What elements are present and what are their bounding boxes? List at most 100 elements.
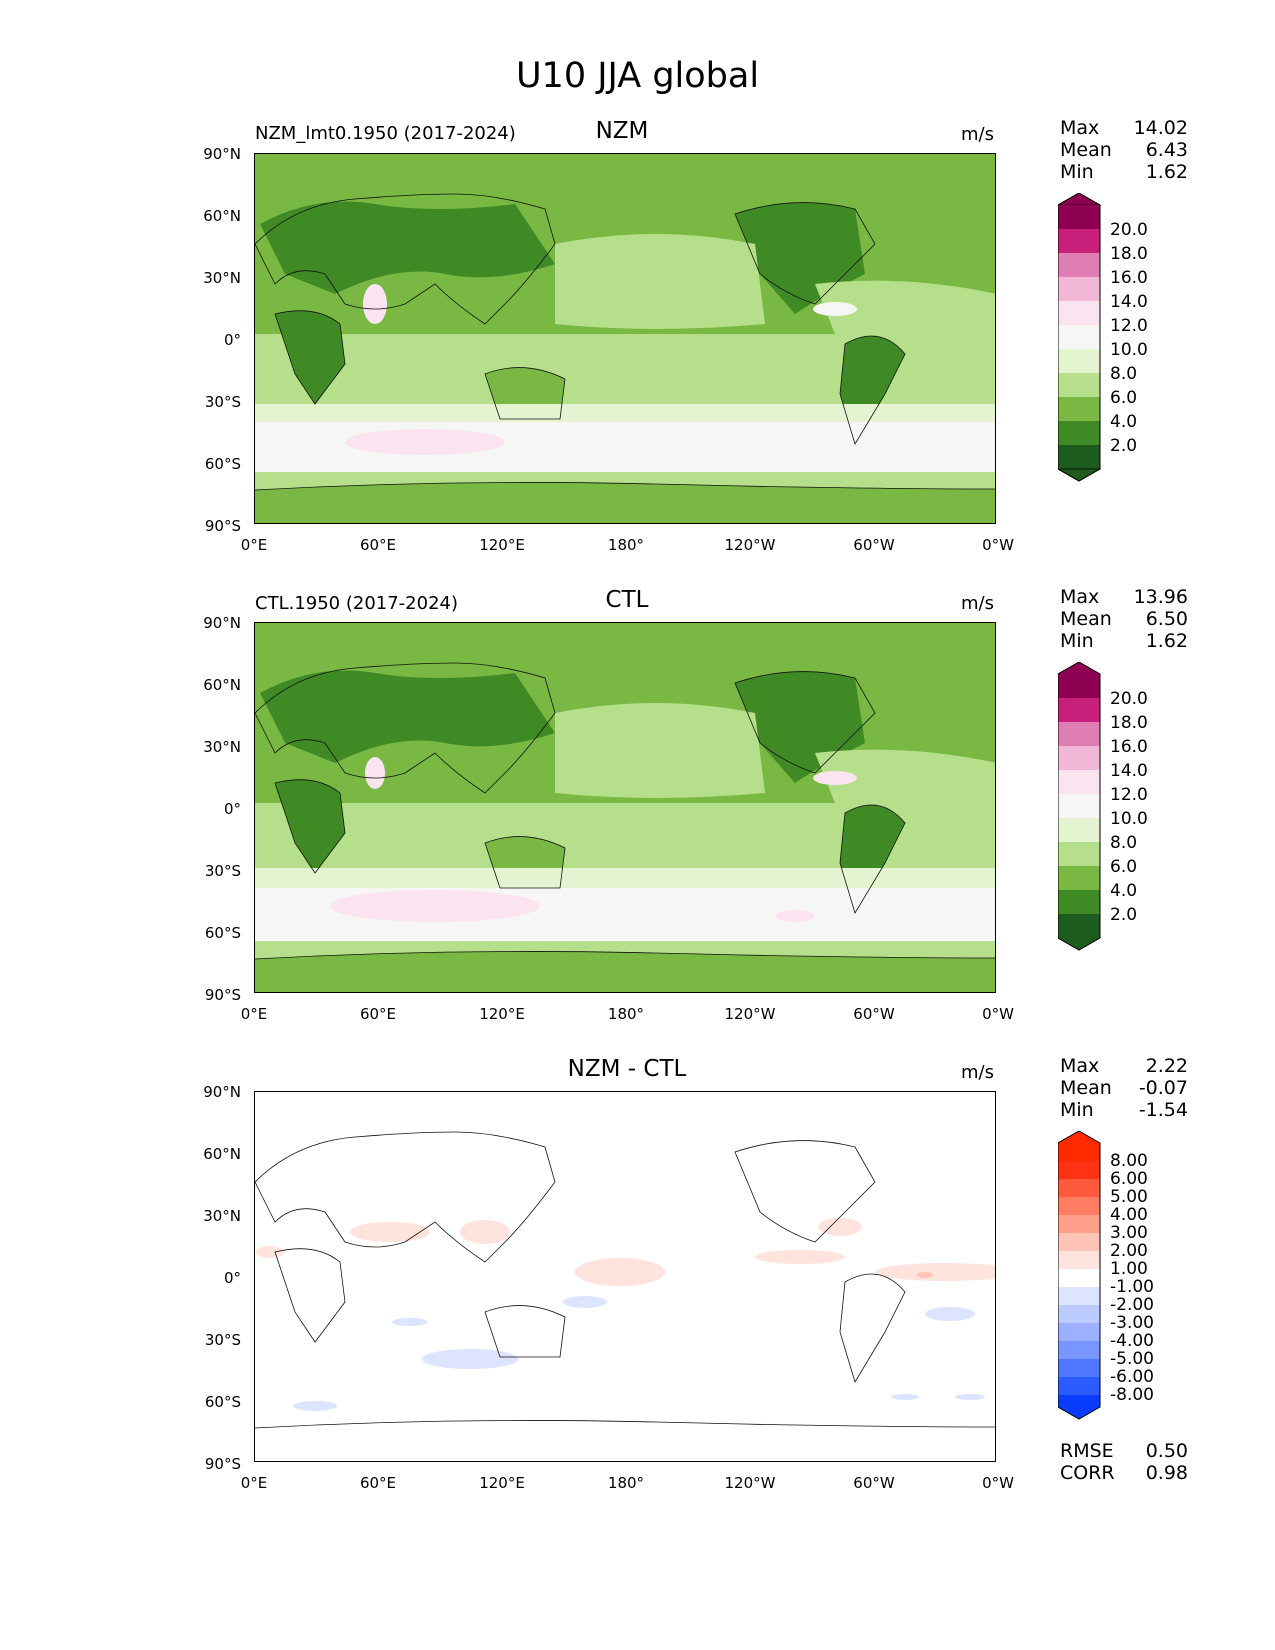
panel-1-units: m/s <box>961 124 994 145</box>
colorbar-label: 20.0 <box>1110 689 1148 709</box>
panel-1-ytick: 90°S <box>204 517 241 535</box>
colorbar-label: 16.0 <box>1110 268 1148 288</box>
stat-label: Max <box>1060 586 1100 608</box>
panel-2-xtick: 120°W <box>724 1005 776 1023</box>
colorbar-label: 18.0 <box>1110 713 1148 733</box>
eurasia-field <box>260 670 555 763</box>
coastlines <box>255 193 995 491</box>
figure-title: U10 JJA global <box>515 56 760 96</box>
stat-label: RMSE <box>1060 1440 1114 1462</box>
caribbean-patch <box>813 302 857 316</box>
so-pink-patch-2 <box>775 910 815 922</box>
colorbar-label: 10.0 <box>1110 340 1148 360</box>
panel-1-map <box>254 153 996 524</box>
stat-label: CORR <box>1060 1462 1115 1484</box>
panel-2-ytick: 30°N <box>203 738 241 756</box>
panel-1-xtick: 180° <box>607 536 645 554</box>
n-pacific-field <box>555 703 765 798</box>
panel-2-xtick: 60°E <box>359 1005 397 1023</box>
so-band-1 <box>255 404 995 424</box>
panel-2-map-svg <box>255 623 995 992</box>
colorbar-label: 2.0 <box>1110 436 1138 456</box>
panel-2-ytick: 60°N <box>203 676 241 694</box>
colorbar-label: 6.0 <box>1110 857 1138 877</box>
colorbar-label: -5.00 <box>1110 1349 1154 1369</box>
colorbar-label: 14.0 <box>1110 292 1148 312</box>
panel-3-ytick: 90°S <box>204 1455 241 1473</box>
colorbar-label: 4.00 <box>1110 1205 1148 1225</box>
panel-1-xtick: 0°W <box>982 536 1014 554</box>
panel-1-map-svg <box>255 154 995 523</box>
panel-2-xtick: 180° <box>607 1005 645 1023</box>
colorbar-label: 1.00 <box>1110 1259 1148 1279</box>
s-tropics-field <box>255 334 995 404</box>
panel-2-xtick: 0°W <box>982 1005 1014 1023</box>
coastlines <box>255 1131 995 1429</box>
panel-2-map <box>254 622 996 993</box>
panel-3-stats: Max 2.22 Mean -0.07 Min -1.54 <box>1060 1055 1188 1121</box>
stat-value: 0.98 <box>1145 1462 1188 1484</box>
colorbar-label: 4.0 <box>1110 881 1138 901</box>
panel-2-stats: Max 13.96 Mean 6.50 Min 1.62 <box>1060 586 1188 652</box>
stat-label: Min <box>1060 1099 1094 1121</box>
positive-core <box>917 1272 933 1278</box>
atlantic-field <box>815 749 995 803</box>
panel-3-colorbar: 8.00 6.00 5.00 4.00 3.00 2.00 1.00 -1.00… <box>1057 1130 1198 1435</box>
antarctica-field <box>255 482 995 523</box>
stat-value: -0.07 <box>1138 1077 1188 1099</box>
panel-3-xtick: 120°E <box>479 1474 525 1492</box>
panel-2-ytick: 90°N <box>203 614 241 632</box>
stat-value: -1.54 <box>1138 1099 1188 1121</box>
antarctica-field <box>255 951 995 992</box>
stat-label: Max <box>1060 117 1100 139</box>
panel-1-stats: Max 14.02 Mean 6.43 Min 1.62 <box>1060 117 1188 183</box>
panel-1-xtick: 120°E <box>479 536 525 554</box>
panel-2-units: m/s <box>961 593 994 614</box>
colorbar-svg <box>1056 192 1102 482</box>
panel-1-ytick: 90°N <box>203 145 241 163</box>
stat-label: Max <box>1060 1055 1100 1077</box>
panel-3-xtick: 180° <box>607 1474 645 1492</box>
panel-1-ytick: 30°S <box>204 393 241 411</box>
colorbar-label: 2.0 <box>1110 905 1138 925</box>
panel-3-ytick: 60°S <box>204 1393 241 1411</box>
panel-1-ytick: 0° <box>223 331 241 349</box>
stat-label: Mean <box>1060 608 1112 630</box>
stat-value: 6.43 <box>1145 139 1188 161</box>
colorbar-label: 16.0 <box>1110 737 1148 757</box>
stat-value: 2.22 <box>1145 1055 1188 1077</box>
panel-3-map-svg <box>255 1092 995 1461</box>
colorbar-label: 14.0 <box>1110 761 1148 781</box>
colorbar-label: -6.00 <box>1110 1367 1154 1387</box>
panel-2-xtick: 120°E <box>479 1005 525 1023</box>
panel-2-ytick: 0° <box>223 800 241 818</box>
panel-3-xtick: 60°E <box>359 1474 397 1492</box>
colorbar-label: 8.0 <box>1110 364 1138 384</box>
so-band-1 <box>255 868 995 890</box>
panel-3-ytick: 60°N <box>203 1145 241 1163</box>
colorbar-label: 6.0 <box>1110 388 1138 408</box>
africa-field <box>275 310 345 404</box>
panel-3-map <box>254 1091 996 1462</box>
stat-label: Min <box>1060 161 1094 183</box>
colorbar-label: -4.00 <box>1110 1331 1154 1351</box>
colorbar-label: 12.0 <box>1110 785 1148 805</box>
colorbar-label: 8.00 <box>1110 1151 1148 1171</box>
negative-patches <box>293 1296 985 1411</box>
stat-value: 1.62 <box>1145 630 1188 652</box>
panel-1-title: NZM <box>595 118 649 144</box>
panel-3-xtick: 120°W <box>724 1474 776 1492</box>
panel-3-ytick: 90°N <box>203 1083 241 1101</box>
colorbar-svg <box>1057 661 1101 951</box>
stat-value: 14.02 <box>1133 117 1188 139</box>
arabian-sea-patch <box>363 284 387 324</box>
panel-3-ytick: 30°S <box>204 1331 241 1349</box>
panel-2-xtick: 0°E <box>240 1005 268 1023</box>
panel-2-ytick: 90°S <box>204 986 241 1004</box>
colorbar-swatches <box>1057 661 1101 951</box>
stat-label: Mean <box>1060 139 1112 161</box>
colorbar-label: 3.00 <box>1110 1223 1148 1243</box>
panel-1-colorbar: 20.0 18.0 16.0 14.0 12.0 10.0 8.0 6.0 4.… <box>1056 192 1198 497</box>
panel-3-extra-stats: RMSE 0.50 CORR 0.98 <box>1060 1440 1188 1484</box>
colorbar-swatches <box>1057 1130 1101 1420</box>
